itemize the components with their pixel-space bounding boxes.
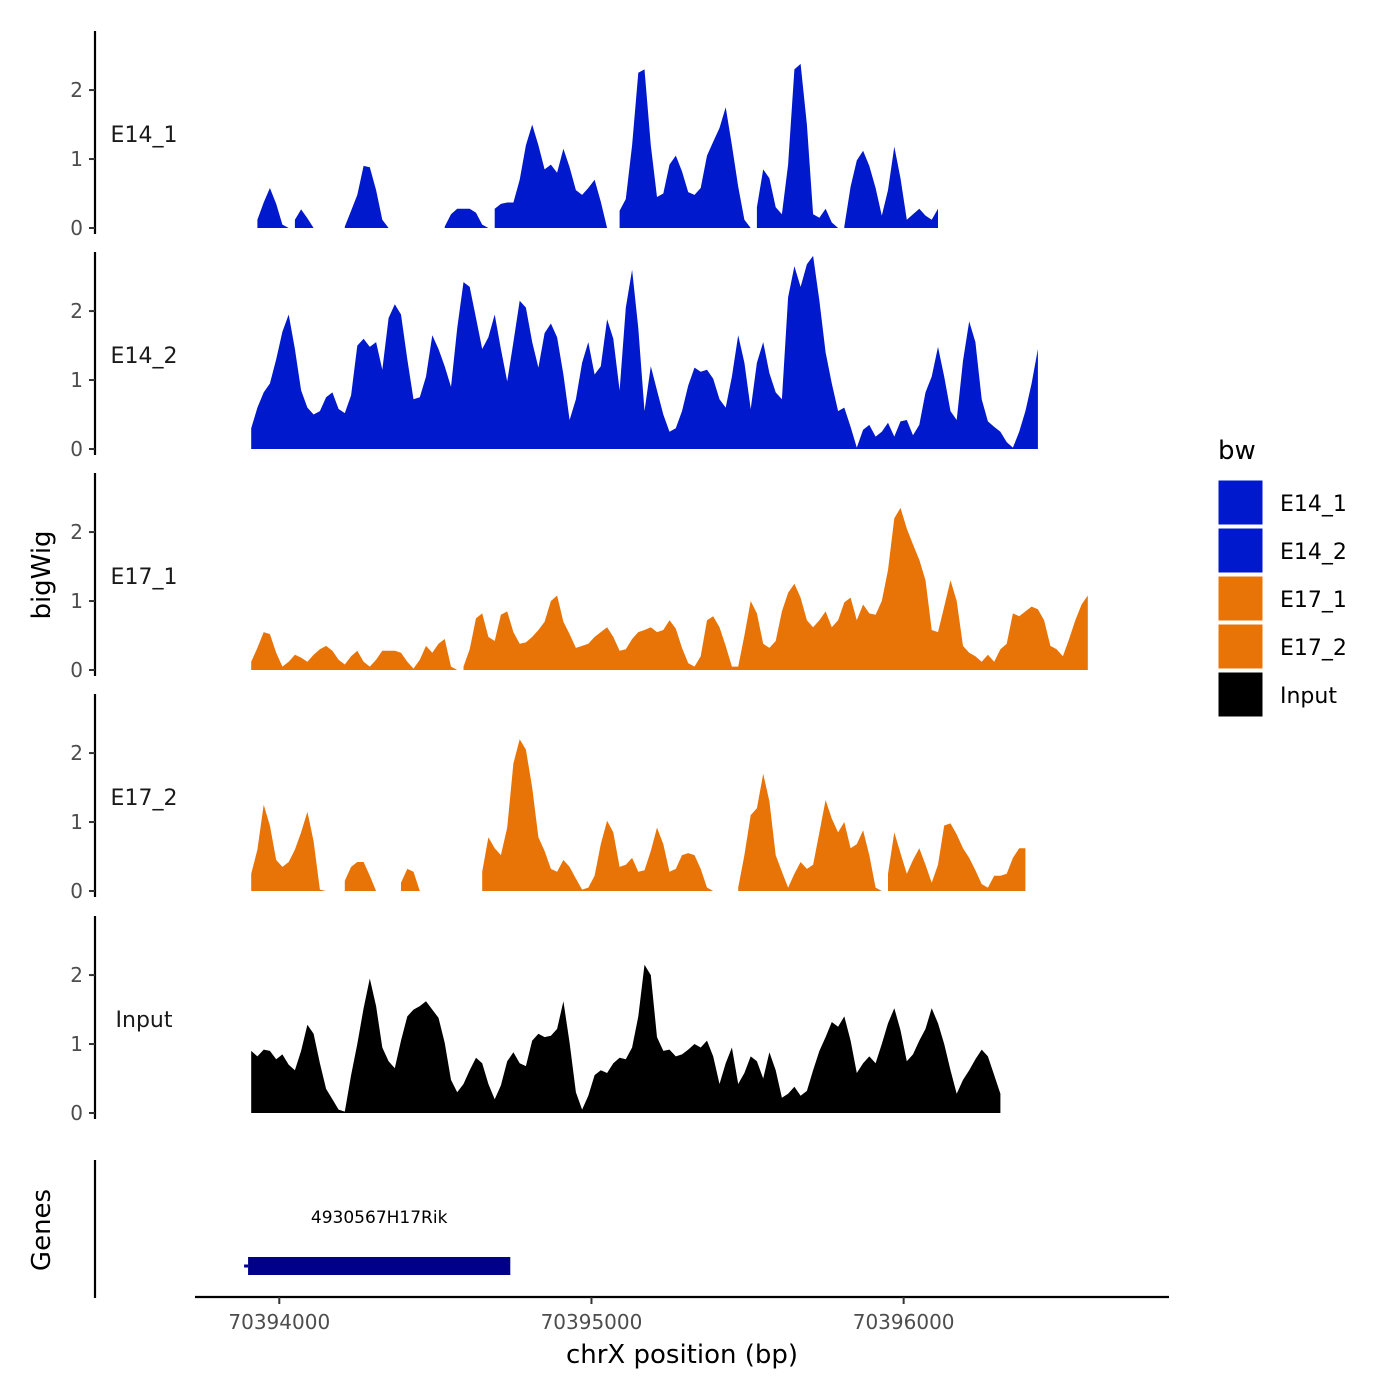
y-tick-label: 0 [70, 658, 83, 682]
y-tick-label: 1 [70, 147, 83, 171]
x-axis-title: chrX position (bp) [566, 1340, 798, 1370]
track-e17-2: 0 1 2 E17_2 [70, 694, 1026, 903]
y-tick-label: 0 [70, 1101, 83, 1125]
legend-label: Input [1280, 684, 1337, 709]
gene-track: 4930567H17Rik [93, 1160, 511, 1298]
x-tick-label: 70394000 [228, 1310, 330, 1334]
y-tick-label: 2 [70, 741, 83, 765]
signal-area-e14-1 [257, 63, 938, 229]
track-input: 0 1 2 Input [70, 916, 1001, 1125]
y-tick-label: 2 [70, 520, 83, 544]
y-tick-label: 2 [70, 963, 83, 987]
y-tick-label: 0 [70, 879, 83, 903]
y-tick-label: 1 [70, 1032, 83, 1056]
y-tick-label: 2 [70, 299, 83, 323]
legend-swatch-e17-2 [1217, 623, 1264, 670]
track-e14-2: 0 1 2 E14_2 [70, 252, 1038, 461]
tracks-layer: 0 1 2 E14_1 0 1 2 E14_2 0 1 2 E17_1 0 1 2 E17_2 0 1 2 Input [70, 31, 1088, 1125]
signal-area-e14-2 [251, 255, 1038, 449]
y-tick-label: 0 [70, 437, 83, 461]
x-tick-label: 70396000 [853, 1310, 955, 1334]
y-tick-label: 1 [70, 368, 83, 392]
track-label: Input [116, 1008, 173, 1033]
legend-swatch-e17-1 [1217, 575, 1264, 622]
signal-area-e17-1 [251, 507, 1088, 670]
y-axis-title: bigWig [27, 530, 57, 619]
y-tick-label: 1 [70, 810, 83, 834]
signal-area-input [251, 964, 1001, 1113]
legend-label: E14_2 [1280, 540, 1347, 565]
track-e17-1: 0 1 2 E17_1 [70, 473, 1088, 682]
legend-title: bw [1218, 436, 1256, 466]
gene-label: 4930567H17Rik [311, 1208, 448, 1228]
track-label: E17_2 [111, 786, 178, 811]
signal-area-e17-2 [251, 739, 1026, 891]
track-label: E17_1 [111, 565, 178, 590]
legend-swatch-e14-2 [1217, 527, 1264, 574]
y-tick-label: 0 [70, 216, 83, 240]
legend-swatch-e14-1 [1217, 479, 1264, 526]
legend-label: E14_1 [1280, 492, 1347, 517]
gene-track-title: Genes [27, 1189, 57, 1271]
y-tick-label: 1 [70, 589, 83, 613]
x-axis: 70394000 70395000 70396000 [195, 1295, 1169, 1334]
y-tick-label: 2 [70, 78, 83, 102]
x-tick-label: 70395000 [541, 1310, 643, 1334]
track-label: E14_1 [111, 123, 178, 148]
legend-label: E17_1 [1280, 588, 1347, 613]
legend-swatch-input [1217, 671, 1264, 718]
track-e14-1: 0 1 2 E14_1 [70, 31, 938, 240]
legend-label: E17_2 [1280, 636, 1347, 661]
gene-body [248, 1257, 511, 1275]
track-label: E14_2 [111, 344, 178, 369]
legend: bw E14_1 E14_2 E17_1 E17_2 Input [1217, 436, 1347, 718]
